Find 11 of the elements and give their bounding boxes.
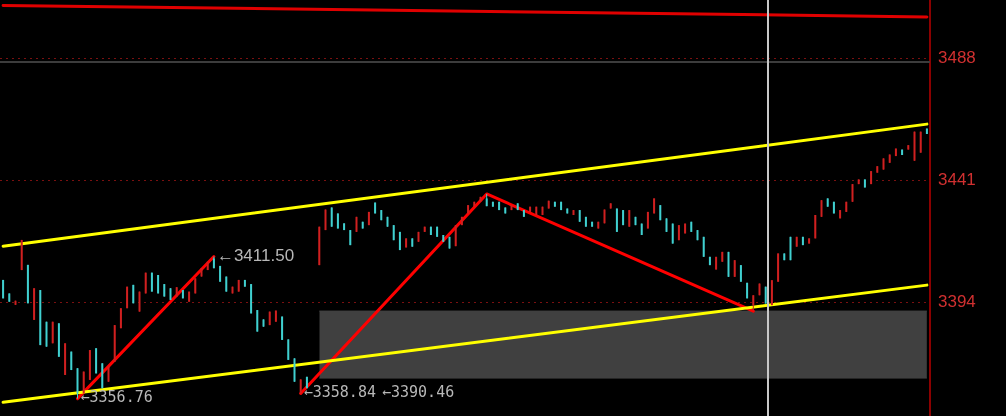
- y-tick-label: 3394: [938, 291, 976, 311]
- y-tick-label: 3488: [938, 47, 976, 67]
- candlestick: [330, 206, 333, 228]
- candlestick: [293, 357, 296, 383]
- y-tick-label: 3441: [938, 169, 976, 189]
- candlestick: [287, 338, 290, 361]
- annotation: ←3358.84: [303, 383, 376, 402]
- annotation: ←3390.46: [381, 383, 455, 402]
- annotation: ←3356.76: [80, 388, 153, 407]
- candlestick: [256, 309, 259, 333]
- annotation: ←3411.50: [216, 246, 295, 266]
